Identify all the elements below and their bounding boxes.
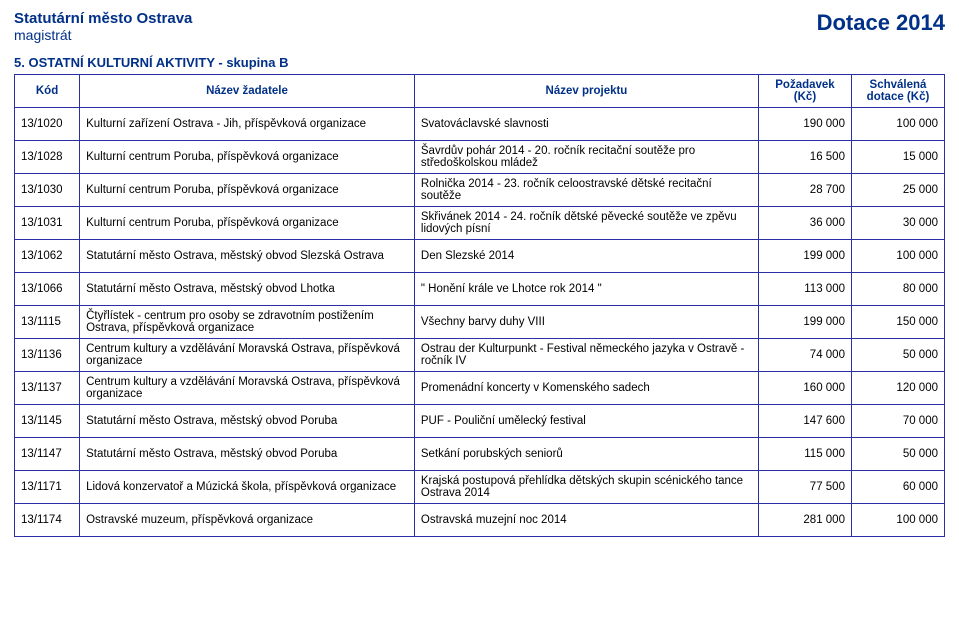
- cell-schvalena: 100 000: [851, 108, 944, 141]
- cell-schvalena: 30 000: [851, 207, 944, 240]
- cell-pozadavek: 115 000: [758, 438, 851, 471]
- cell-pozadavek: 199 000: [758, 240, 851, 273]
- page-header: Statutární město Ostrava magistrát Dotac…: [14, 10, 945, 43]
- cell-schvalena: 120 000: [851, 372, 944, 405]
- cell-pozadavek: 147 600: [758, 405, 851, 438]
- cell-projekt: Ostravská muzejní noc 2014: [414, 504, 758, 537]
- cell-zadatel: Statutární město Ostrava, městský obvod …: [80, 240, 415, 273]
- cell-projekt: Krajská postupová přehlídka dětských sku…: [414, 471, 758, 504]
- table-row: 13/1028Kulturní centrum Poruba, příspěvk…: [15, 141, 945, 174]
- cell-projekt: Ostrau der Kulturpunkt - Festival německ…: [414, 339, 758, 372]
- cell-kod: 13/1066: [15, 273, 80, 306]
- cell-zadatel: Statutární město Ostrava, městský obvod …: [80, 273, 415, 306]
- cell-projekt: Promenádní koncerty v Komenského sadech: [414, 372, 758, 405]
- grants-table: Kód Název žadatele Název projektu Požada…: [14, 74, 945, 537]
- col-projekt: Název projektu: [414, 75, 758, 108]
- cell-projekt: Všechny barvy duhy VIII: [414, 306, 758, 339]
- cell-schvalena: 60 000: [851, 471, 944, 504]
- header-left: Statutární město Ostrava magistrát: [14, 10, 192, 43]
- cell-pozadavek: 160 000: [758, 372, 851, 405]
- cell-zadatel: Lidová konzervatoř a Múzická škola, přís…: [80, 471, 415, 504]
- cell-schvalena: 70 000: [851, 405, 944, 438]
- table-row: 13/1171Lidová konzervatoř a Múzická škol…: [15, 471, 945, 504]
- cell-projekt: " Honění krále ve Lhotce rok 2014 ": [414, 273, 758, 306]
- cell-zadatel: Centrum kultury a vzdělávání Moravská Os…: [80, 372, 415, 405]
- cell-projekt: Rolnička 2014 - 23. ročník celoostravské…: [414, 174, 758, 207]
- cell-pozadavek: 113 000: [758, 273, 851, 306]
- cell-schvalena: 100 000: [851, 504, 944, 537]
- table-row: 13/1174Ostravské muzeum, příspěvková org…: [15, 504, 945, 537]
- cell-zadatel: Kulturní centrum Poruba, příspěvková org…: [80, 141, 415, 174]
- cell-zadatel: Centrum kultury a vzdělávání Moravská Os…: [80, 339, 415, 372]
- table-row: 13/1020Kulturní zařízení Ostrava - Jih, …: [15, 108, 945, 141]
- cell-projekt: Šavrdův pohár 2014 - 20. ročník recitačn…: [414, 141, 758, 174]
- cell-kod: 13/1171: [15, 471, 80, 504]
- cell-pozadavek: 36 000: [758, 207, 851, 240]
- cell-kod: 13/1147: [15, 438, 80, 471]
- cell-kod: 13/1020: [15, 108, 80, 141]
- cell-kod: 13/1115: [15, 306, 80, 339]
- cell-schvalena: 80 000: [851, 273, 944, 306]
- cell-projekt: Setkání porubských seniorů: [414, 438, 758, 471]
- cell-kod: 13/1174: [15, 504, 80, 537]
- cell-pozadavek: 74 000: [758, 339, 851, 372]
- page-title-right: Dotace 2014: [817, 10, 945, 36]
- cell-zadatel: Kulturní centrum Poruba, příspěvková org…: [80, 174, 415, 207]
- page: Statutární město Ostrava magistrát Dotac…: [0, 0, 959, 545]
- cell-schvalena: 25 000: [851, 174, 944, 207]
- city-name: Statutární město Ostrava: [14, 10, 192, 27]
- table-row: 13/1115Čtyřlístek - centrum pro osoby se…: [15, 306, 945, 339]
- cell-kod: 13/1062: [15, 240, 80, 273]
- cell-pozadavek: 199 000: [758, 306, 851, 339]
- cell-zadatel: Kulturní zařízení Ostrava - Jih, příspěv…: [80, 108, 415, 141]
- table-row: 13/1137Centrum kultury a vzdělávání Mora…: [15, 372, 945, 405]
- cell-projekt: PUF - Pouliční umělecký festival: [414, 405, 758, 438]
- table-row: 13/1147Statutární město Ostrava, městský…: [15, 438, 945, 471]
- cell-schvalena: 50 000: [851, 438, 944, 471]
- cell-kod: 13/1030: [15, 174, 80, 207]
- cell-schvalena: 100 000: [851, 240, 944, 273]
- col-zadatel: Název žadatele: [80, 75, 415, 108]
- cell-zadatel: Statutární město Ostrava, městský obvod …: [80, 405, 415, 438]
- table-row: 13/1145Statutární město Ostrava, městský…: [15, 405, 945, 438]
- col-pozadavek: Požadavek (Kč): [758, 75, 851, 108]
- cell-pozadavek: 281 000: [758, 504, 851, 537]
- cell-kod: 13/1028: [15, 141, 80, 174]
- cell-pozadavek: 16 500: [758, 141, 851, 174]
- cell-zadatel: Statutární město Ostrava, městský obvod …: [80, 438, 415, 471]
- cell-zadatel: Čtyřlístek - centrum pro osoby se zdravo…: [80, 306, 415, 339]
- table-body: 13/1020Kulturní zařízení Ostrava - Jih, …: [15, 108, 945, 537]
- cell-zadatel: Kulturní centrum Poruba, příspěvková org…: [80, 207, 415, 240]
- cell-pozadavek: 28 700: [758, 174, 851, 207]
- cell-zadatel: Ostravské muzeum, příspěvková organizace: [80, 504, 415, 537]
- table-row: 13/1030Kulturní centrum Poruba, příspěvk…: [15, 174, 945, 207]
- city-subname: magistrát: [14, 27, 192, 43]
- col-kod: Kód: [15, 75, 80, 108]
- section-title: 5. OSTATNÍ KULTURNÍ AKTIVITY - skupina B: [14, 55, 945, 70]
- cell-pozadavek: 77 500: [758, 471, 851, 504]
- col-schvalena: Schválená dotace (Kč): [851, 75, 944, 108]
- cell-projekt: Skřivánek 2014 - 24. ročník dětské pěvec…: [414, 207, 758, 240]
- cell-kod: 13/1137: [15, 372, 80, 405]
- cell-kod: 13/1145: [15, 405, 80, 438]
- table-row: 13/1062Statutární město Ostrava, městský…: [15, 240, 945, 273]
- cell-kod: 13/1031: [15, 207, 80, 240]
- cell-projekt: Den Slezské 2014: [414, 240, 758, 273]
- cell-pozadavek: 190 000: [758, 108, 851, 141]
- table-row: 13/1031Kulturní centrum Poruba, příspěvk…: [15, 207, 945, 240]
- cell-schvalena: 150 000: [851, 306, 944, 339]
- cell-schvalena: 50 000: [851, 339, 944, 372]
- table-row: 13/1136Centrum kultury a vzdělávání Mora…: [15, 339, 945, 372]
- table-header-row: Kód Název žadatele Název projektu Požada…: [15, 75, 945, 108]
- cell-schvalena: 15 000: [851, 141, 944, 174]
- cell-kod: 13/1136: [15, 339, 80, 372]
- table-row: 13/1066Statutární město Ostrava, městský…: [15, 273, 945, 306]
- cell-projekt: Svatováclavské slavnosti: [414, 108, 758, 141]
